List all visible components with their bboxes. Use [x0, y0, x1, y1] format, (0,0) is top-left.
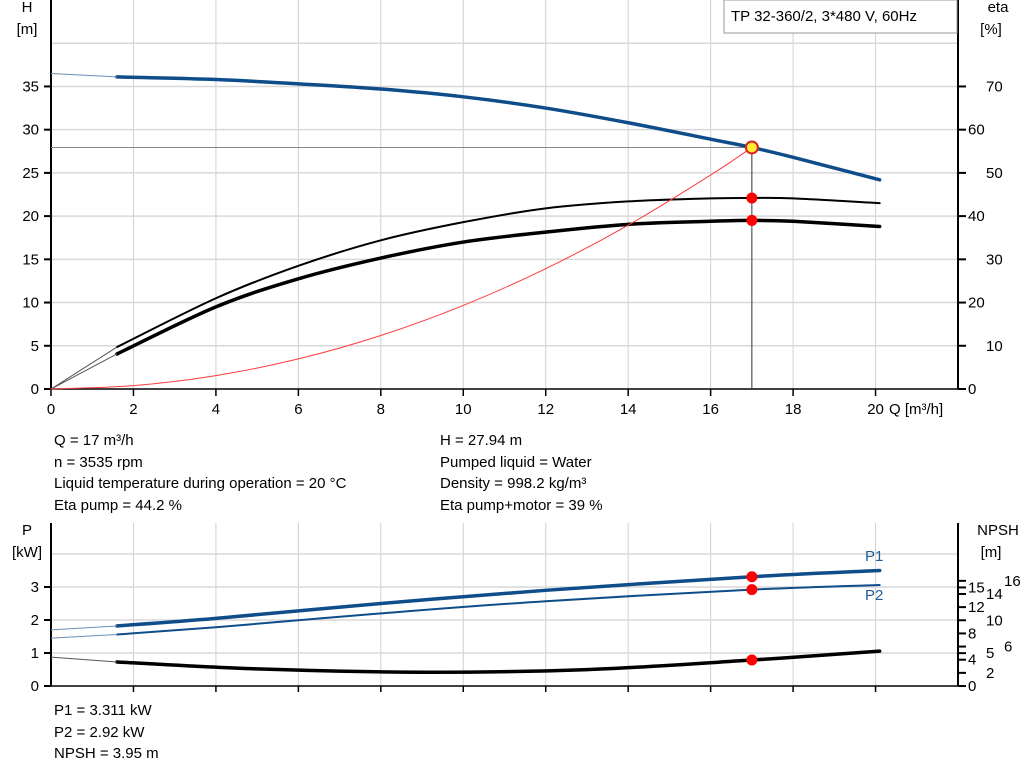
y2-tick-label: 10 — [986, 612, 1003, 629]
x-tick-label: 0 — [47, 401, 55, 418]
eta-pump-motor-marker — [746, 214, 758, 226]
x-tick-label: 18 — [785, 401, 802, 418]
y-axis-label: P — [22, 522, 32, 539]
series-label-p1: P1 — [865, 548, 883, 565]
y2-tick-label: 40 — [968, 208, 985, 225]
y2-axis-unit: [%] — [980, 21, 1002, 38]
y-tick-label: 0 — [31, 381, 39, 398]
info-flow: Q = 17 m³/h — [54, 432, 134, 449]
y2-axis-label: eta — [988, 0, 1010, 16]
y2-tick-label: 60 — [968, 122, 985, 139]
y2-tick-label: 70 — [986, 78, 1003, 95]
y-tick-label: 10 — [22, 295, 39, 312]
y-tick-label: 0 — [31, 678, 39, 695]
y2-tick-label: 50 — [986, 165, 1003, 182]
curve-system — [50, 146, 753, 390]
curve-H-extrapolated — [50, 72, 117, 78]
y2-axis-unit: [m] — [981, 544, 1002, 561]
x-axis-label: Q [m³/h] — [889, 401, 943, 418]
y2-tick-label: 30 — [986, 251, 1003, 268]
info-p2: P2 = 2.92 kW — [54, 723, 145, 741]
curve-H — [115, 75, 882, 182]
curve-p1 — [115, 568, 882, 628]
info-density: Density = 998.2 kg/m³ — [440, 475, 587, 492]
x-tick-label: 6 — [294, 401, 302, 418]
info-temperature: Liquid temperature during operation = 20… — [54, 475, 347, 492]
y2-axis-label: NPSH — [977, 522, 1019, 539]
y-axis-label: H — [22, 0, 33, 16]
y-tick-label: 3 — [31, 579, 39, 596]
y-tick-label: 2 — [31, 612, 39, 629]
info-npsh: NPSH = 3.95 m — [54, 745, 159, 762]
y-tick-label: 25 — [22, 165, 39, 182]
y2-tick-label: 12 — [968, 599, 985, 616]
chart-title: TP 32-360/2, 3*480 V, 60Hz — [731, 8, 917, 25]
x-tick-label: 8 — [377, 401, 385, 418]
y2-tick-label: 6 — [1004, 639, 1012, 656]
info-bottom: P1 = 3.311 kW P2 = 2.92 kW NPSH = 3.95 m — [54, 700, 159, 765]
curve-p2 — [115, 584, 881, 636]
x-tick-label: 10 — [455, 401, 472, 418]
y2-tick-label: 15 — [968, 579, 985, 596]
y-tick-label: 15 — [22, 251, 39, 268]
curve-eta-pump-motor-extrapolated — [50, 353, 118, 390]
info-p1: P1 = 3.311 kW — [54, 702, 152, 719]
x-tick-label: 16 — [702, 401, 719, 418]
y-tick-label: 35 — [22, 78, 39, 95]
info-eta-pump-motor: Eta pump+motor = 39 % — [440, 496, 603, 514]
y-axis-unit: [m] — [17, 21, 38, 38]
info-head: H = 27.94 m — [440, 432, 523, 449]
x-tick-label: 4 — [212, 401, 220, 418]
curve-npsh — [115, 649, 882, 674]
y2-tick-label: 4 — [968, 652, 976, 669]
x-tick-label: 12 — [537, 401, 554, 418]
operating-point-marker — [744, 140, 759, 155]
x-tick-label: 14 — [620, 401, 637, 418]
title-box — [723, 0, 958, 34]
y-tick-label: 30 — [22, 122, 39, 139]
y2-tick-label: 0 — [968, 381, 976, 398]
info-left: Q = 17 m³/h n = 3535 rpm Liquid temperat… — [54, 430, 346, 516]
y2-tick-label: 10 — [986, 338, 1003, 355]
y2-tick-label: 20 — [968, 295, 985, 312]
eta-pump-marker — [746, 192, 758, 204]
curve-eta-pump — [115, 196, 881, 349]
y2-tick-label: 14 — [986, 586, 1003, 603]
curve-eta-pump-extrapolated — [50, 346, 118, 390]
series-label-p2: P2 — [865, 587, 883, 604]
y2-tick-label: 5 — [986, 645, 994, 662]
npsh-marker — [746, 654, 758, 666]
p1-marker — [746, 571, 758, 583]
x-tick-label: 20 — [867, 401, 884, 418]
y2-tick-label: 2 — [986, 665, 994, 682]
curve-p1-extrapolated — [50, 625, 117, 631]
info-right: H = 27.94 m Pumped liquid = Water Densit… — [440, 430, 603, 516]
y-tick-label: 1 — [31, 645, 39, 662]
y-tick-label: 5 — [31, 338, 39, 355]
info-eta-pump: Eta pump = 44.2 % — [54, 496, 182, 514]
info-speed: n = 3535 rpm — [54, 453, 143, 471]
y2-tick-label: 16 — [1004, 573, 1021, 590]
curve-eta-pump-motor — [115, 218, 882, 356]
x-tick-label: 2 — [129, 401, 137, 418]
y-axis-unit: [kW] — [12, 544, 42, 561]
y-tick-label: 20 — [22, 208, 39, 225]
curve-p2-extrapolated — [50, 634, 117, 639]
y2-tick-label: 8 — [968, 625, 976, 642]
info-liquid: Pumped liquid = Water — [440, 453, 592, 471]
curve-npsh-extrapolated — [50, 656, 118, 663]
p2-marker — [746, 584, 758, 596]
y2-tick-label: 0 — [968, 678, 976, 695]
